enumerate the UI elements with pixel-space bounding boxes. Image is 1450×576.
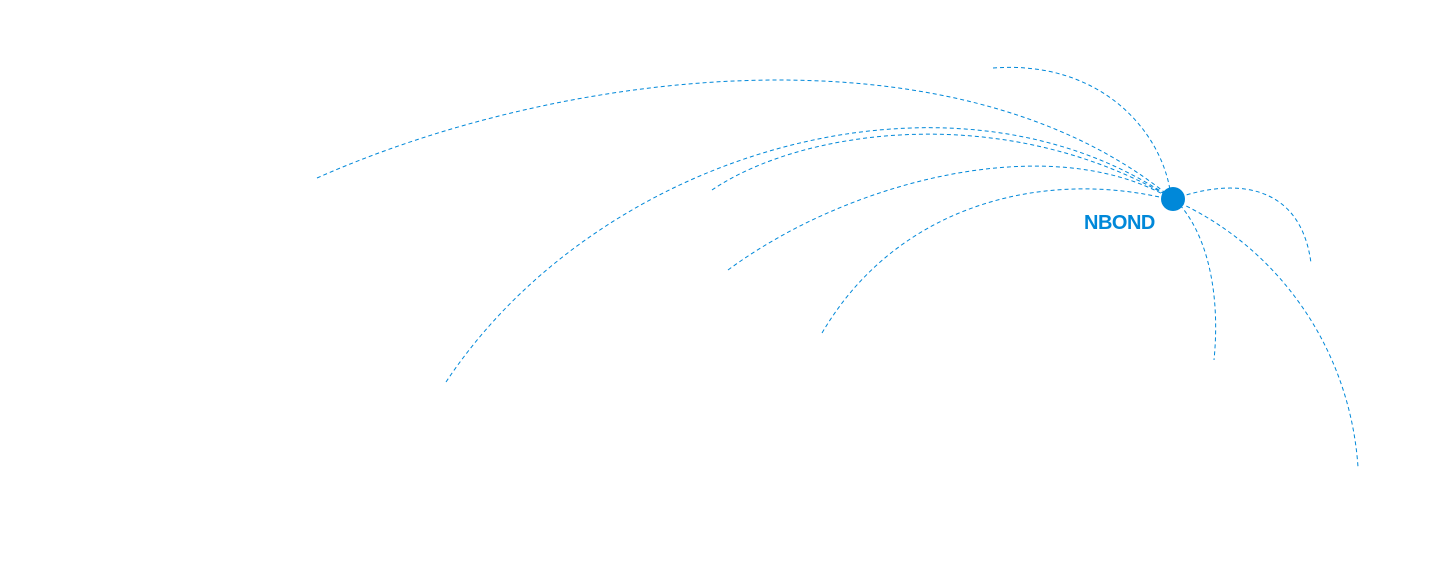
connection-arc [445,127,1169,383]
connection-arc [821,188,1169,334]
connection-arc [711,133,1169,197]
connection-arc [316,79,1169,196]
connection-arc [1179,204,1217,361]
connection-arc [727,165,1169,271]
connection-arc [1179,187,1312,264]
hub-node [1161,187,1185,211]
connection-arc [1179,202,1359,468]
node-label: NBOND [1084,212,1155,234]
connection-arc [992,66,1171,191]
